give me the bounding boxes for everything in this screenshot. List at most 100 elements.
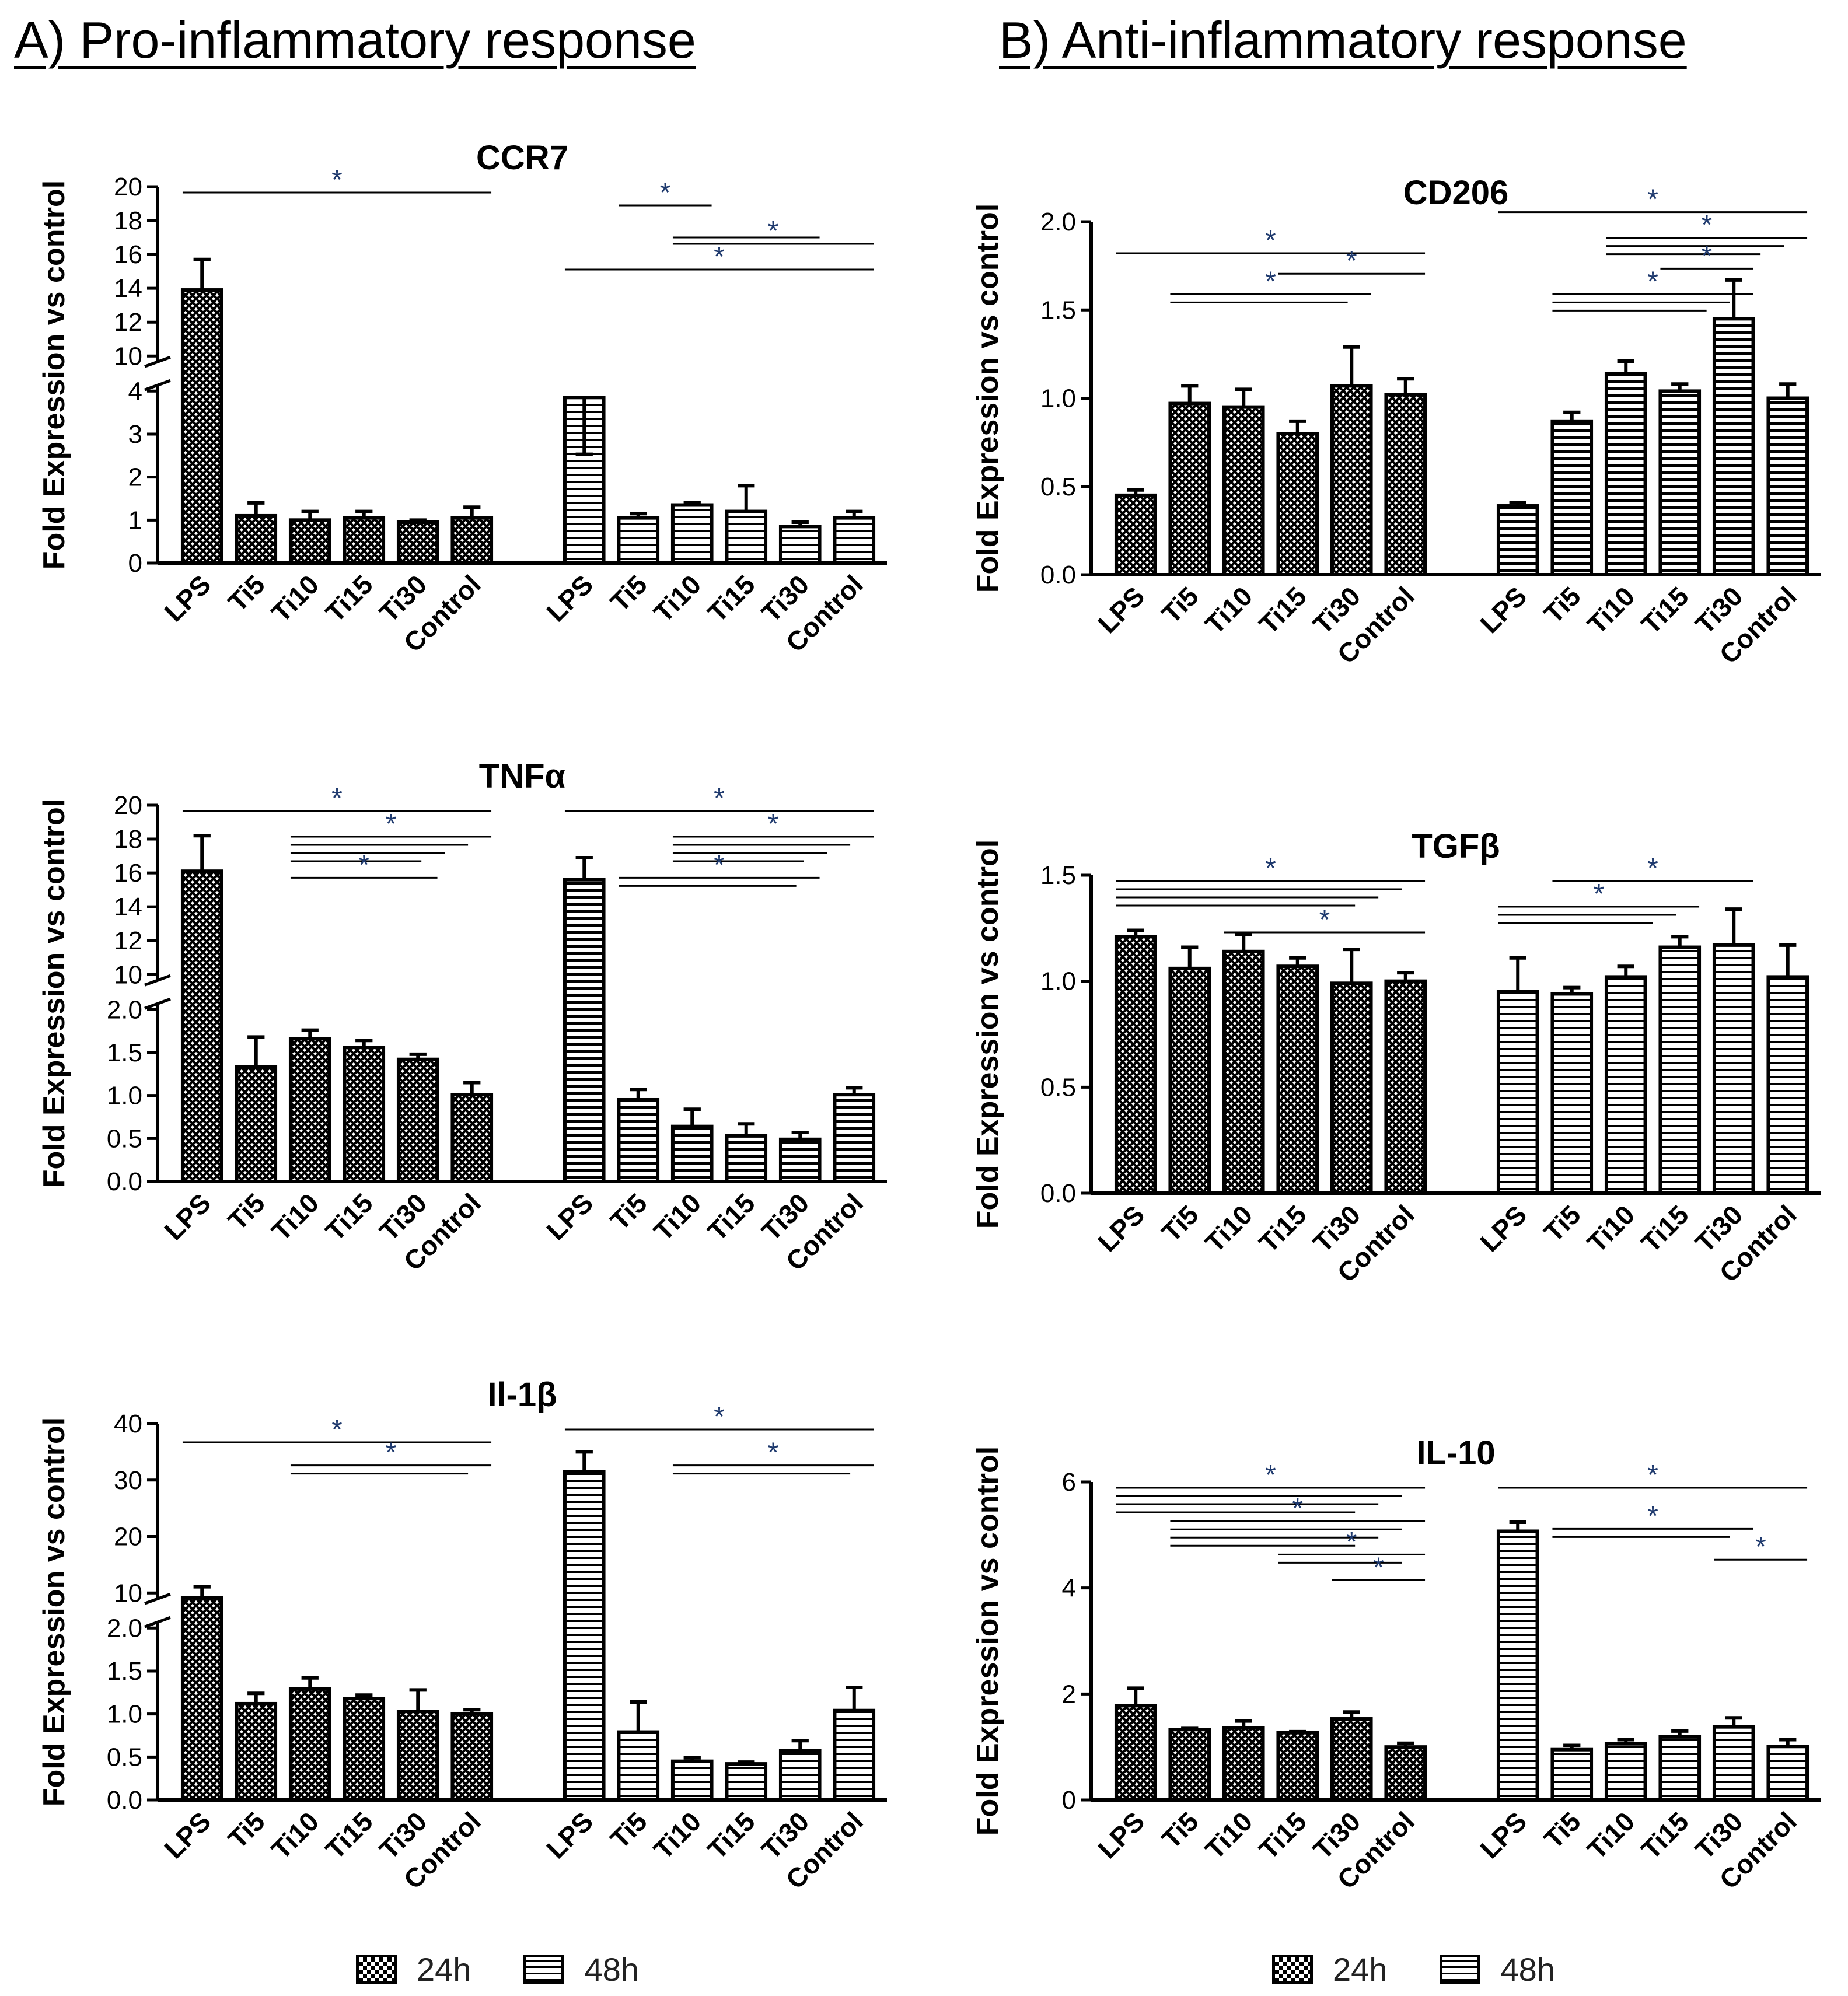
x-tick-label: Ti5 xyxy=(222,569,271,617)
bar-24h-Ti10 xyxy=(1222,949,1265,1195)
legend-swatch-24h xyxy=(1272,1955,1313,1984)
bar-48h-Ti15 xyxy=(725,1134,768,1183)
y-tick-label: 10 xyxy=(114,342,142,370)
bar-48h-Ti15 xyxy=(1658,389,1702,576)
bar-48h-Ti5 xyxy=(617,516,660,565)
y-axis-label: Fold Expression vs control xyxy=(971,1446,1005,1836)
bar-24h-LPS xyxy=(180,288,223,565)
y-tick-label: 18 xyxy=(114,207,142,235)
x-tick-label: LPS xyxy=(1092,581,1150,639)
significance-star: * xyxy=(1594,879,1605,910)
bar-48h-Control xyxy=(833,1708,876,1802)
bar-48h-Ti15 xyxy=(725,1762,768,1802)
bar-24h-Ti15 xyxy=(1276,964,1319,1195)
bar-24h-Ti5 xyxy=(235,513,278,565)
significance-star: * xyxy=(1755,1532,1766,1562)
x-tick-label: LPS xyxy=(1092,1806,1150,1864)
bar-48h-Control xyxy=(833,1093,876,1183)
y-tick-label: 2.0 xyxy=(107,1614,142,1642)
x-tick-label: Ti15 xyxy=(1253,1199,1312,1258)
bar-48h-Ti15 xyxy=(725,509,768,565)
bar-48h-Control xyxy=(1766,1745,1809,1802)
y-tick-label: 18 xyxy=(114,825,142,854)
bar-24h-Ti30 xyxy=(1330,1717,1373,1802)
y-tick-label: 4 xyxy=(128,377,142,406)
bar-24h-LPS xyxy=(180,869,223,1183)
significance-star: * xyxy=(1647,184,1658,215)
significance-star: * xyxy=(768,216,779,247)
y-axis-label: Fold Expression vs control xyxy=(37,180,71,569)
y-tick-label: 20 xyxy=(114,173,142,201)
x-tick-label: LPS xyxy=(158,569,216,627)
section-title-pro-inflammatory: A) Pro-inflammatory response xyxy=(14,11,696,69)
significance-star: * xyxy=(768,809,779,840)
chart-il1b: 0.0 0.5 1.0 1.5 2.0 10 20 30 40 Il-1β Fold Express… xyxy=(0,1354,910,1937)
bar-48h-Ti5 xyxy=(1550,1747,1594,1802)
chart-tgfb: 0.0 0.5 1.0 1.5 TGFβ Fold Expression vs contr… xyxy=(934,747,1844,1330)
x-tick-label: LPS xyxy=(1474,1199,1532,1257)
bar-24h-Ti30 xyxy=(396,520,439,565)
significance-star: * xyxy=(1346,1526,1357,1557)
chart-svg-il1b: 0.0 0.5 1.0 1.5 2.0 10 20 30 40 Il-1β Fold Express… xyxy=(37,1376,887,1895)
x-tick-label: Ti5 xyxy=(605,1806,653,1854)
significance-star: * xyxy=(331,783,343,814)
x-tick-label: LPS xyxy=(540,1187,599,1246)
y-tick-label: 0.0 xyxy=(1040,1179,1076,1208)
y-tick-label: 0.5 xyxy=(1040,1073,1076,1102)
bar-48h-LPS xyxy=(1496,504,1539,577)
x-tick-label: Ti15 xyxy=(320,1806,379,1865)
y-tick-label: 1 xyxy=(128,506,142,534)
significance-star: * xyxy=(1265,266,1276,297)
chart-title: CCR7 xyxy=(476,139,568,177)
bar-24h-Ti10 xyxy=(1222,405,1265,576)
chart-tnfa: 0.0 0.5 1.0 1.5 2.0 10 12 14 16 18 20 TNFα Fold Expr… xyxy=(0,735,910,1319)
significance-star: * xyxy=(1265,853,1276,884)
axis-break-mark xyxy=(144,997,171,1010)
significance-star: * xyxy=(386,1438,397,1469)
axis-break-mark xyxy=(144,1592,171,1605)
chart-title: TNFα xyxy=(479,757,566,795)
y-tick-label: 0 xyxy=(128,549,142,578)
x-tick-label: Ti10 xyxy=(648,569,707,628)
bar-48h-Ti5 xyxy=(1550,419,1594,576)
legend-swatch-24h xyxy=(356,1955,397,1984)
legend-label-24h: 24h xyxy=(417,1950,471,1988)
y-tick-label: 0 xyxy=(1062,1786,1076,1815)
bar-24h-Ti15 xyxy=(343,1697,386,1802)
bar-24h-Ti15 xyxy=(343,516,386,565)
y-tick-label: 14 xyxy=(114,274,142,303)
chart-svg-cd206: 0.0 0.5 1.0 1.5 2.0 CD206 Fold Expression vs c… xyxy=(971,174,1821,670)
legend-left: 24h 48h xyxy=(356,1949,691,1990)
x-tick-label: Ti10 xyxy=(648,1187,707,1246)
axis-break-mark xyxy=(144,355,171,368)
bar-48h-Ti5 xyxy=(617,1097,660,1184)
chart-svg-tgfb: 0.0 0.5 1.0 1.5 TGFβ Fold Expression vs contr… xyxy=(971,827,1821,1288)
y-tick-label: 2 xyxy=(1062,1680,1076,1708)
x-tick-label: Ti10 xyxy=(1199,1806,1258,1865)
significance-star: * xyxy=(1702,240,1713,271)
significance-star: * xyxy=(714,1401,725,1432)
axis-break-mark xyxy=(144,1616,171,1628)
y-tick-label: 0.5 xyxy=(1040,473,1076,501)
legend-item-48h: 48h xyxy=(523,1950,639,1988)
bar-48h-Ti10 xyxy=(1604,372,1647,576)
y-tick-label: 0.0 xyxy=(107,1167,142,1196)
x-tick-label: Ti15 xyxy=(702,1187,761,1246)
y-tick-label: 1.0 xyxy=(1040,384,1076,413)
y-tick-label: 30 xyxy=(114,1466,142,1495)
axis-break-mark xyxy=(144,379,171,391)
x-tick-label: Ti10 xyxy=(266,569,324,628)
y-tick-label: 1.5 xyxy=(1040,296,1076,324)
x-tick-label: Ti10 xyxy=(1199,1199,1258,1258)
x-tick-label: Ti15 xyxy=(320,1187,379,1246)
x-tick-label: LPS xyxy=(1474,581,1532,639)
significance-star: * xyxy=(1647,1501,1658,1532)
bar-24h-LPS xyxy=(1114,493,1157,576)
bar-24h-Control xyxy=(450,516,494,565)
y-tick-label: 1.0 xyxy=(1040,967,1076,996)
legend-label-24h: 24h xyxy=(1333,1950,1388,1988)
chart-title: IL-10 xyxy=(1416,1434,1495,1472)
y-axis-label: Fold Expression vs control xyxy=(971,840,1005,1229)
y-tick-label: 12 xyxy=(114,308,142,337)
